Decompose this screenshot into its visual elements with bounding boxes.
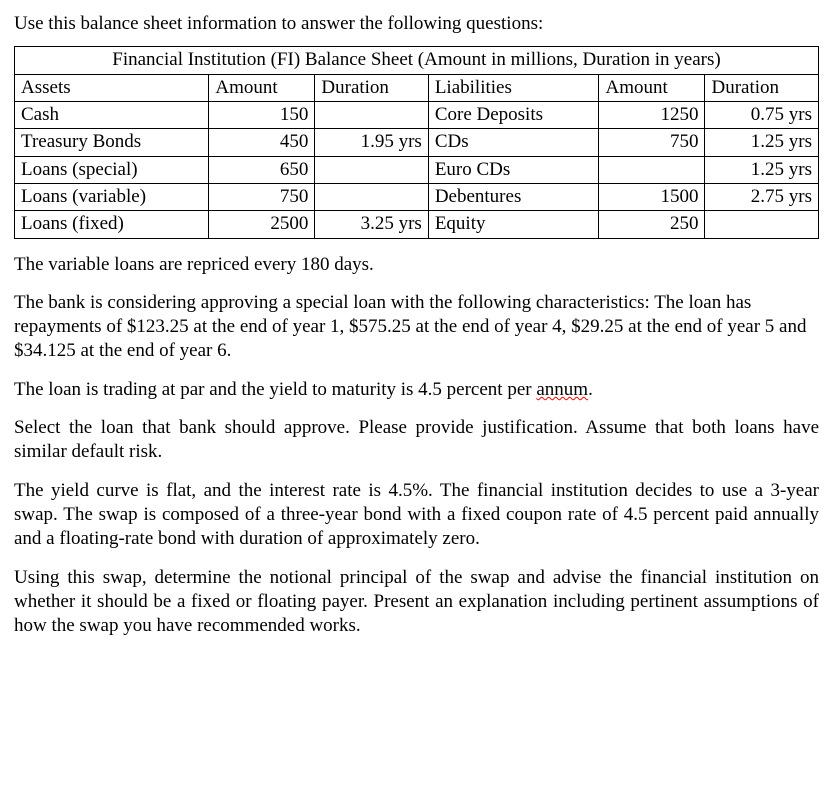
table-row: Cash 150 Core Deposits 1250 0.75 yrs [15, 101, 819, 128]
intro-text: Use this balance sheet information to an… [14, 12, 819, 36]
table-title: Financial Institution (FI) Balance Sheet… [15, 47, 819, 74]
cell-duration [315, 156, 428, 183]
cell-asset: Loans (special) [15, 156, 209, 183]
table-header-row: Assets Amount Duration Liabilities Amoun… [15, 74, 819, 101]
cell-duration: 1.25 yrs [705, 156, 819, 183]
col-duration-1: Duration [315, 74, 428, 101]
cell-amount: 150 [209, 101, 315, 128]
cell-amount: 750 [599, 129, 705, 156]
cell-amount: 450 [209, 129, 315, 156]
col-liabilities: Liabilities [428, 74, 599, 101]
cell-duration [315, 183, 428, 210]
cell-asset: Treasury Bonds [15, 129, 209, 156]
cell-liability: CDs [428, 129, 599, 156]
cell-amount: 1250 [599, 101, 705, 128]
balance-sheet-table: Financial Institution (FI) Balance Sheet… [14, 46, 819, 238]
table-row: Loans (variable) 750 Debentures 1500 2.7… [15, 183, 819, 210]
table-row: Loans (special) 650 Euro CDs 1.25 yrs [15, 156, 819, 183]
cell-liability: Core Deposits [428, 101, 599, 128]
cell-duration [315, 101, 428, 128]
cell-amount: 750 [209, 183, 315, 210]
cell-asset: Loans (fixed) [15, 211, 209, 238]
cell-amount: 1500 [599, 183, 705, 210]
cell-amount: 650 [209, 156, 315, 183]
table-row: Loans (fixed) 2500 3.25 yrs Equity 250 [15, 211, 819, 238]
p3-text-a: The loan is trading at par and the yield… [14, 379, 536, 400]
cell-amount: 2500 [209, 211, 315, 238]
paragraph-1: The variable loans are repriced every 18… [14, 253, 819, 277]
col-duration-2: Duration [705, 74, 819, 101]
cell-amount: 250 [599, 211, 705, 238]
cell-duration [705, 211, 819, 238]
p3-text-c: . [588, 379, 593, 400]
col-amount-1: Amount [209, 74, 315, 101]
col-assets: Assets [15, 74, 209, 101]
table-row: Treasury Bonds 450 1.95 yrs CDs 750 1.25… [15, 129, 819, 156]
cell-duration: 2.75 yrs [705, 183, 819, 210]
paragraph-6: Using this swap, determine the notional … [14, 566, 819, 639]
paragraph-4: Select the loan that bank should approve… [14, 416, 819, 465]
paragraph-3: The loan is trading at par and the yield… [14, 378, 819, 402]
col-amount-2: Amount [599, 74, 705, 101]
paragraph-5: The yield curve is flat, and the interes… [14, 479, 819, 552]
cell-duration: 1.95 yrs [315, 129, 428, 156]
cell-amount [599, 156, 705, 183]
cell-liability: Debentures [428, 183, 599, 210]
p3-annum: annum [536, 379, 588, 400]
cell-asset: Loans (variable) [15, 183, 209, 210]
cell-asset: Cash [15, 101, 209, 128]
table-title-row: Financial Institution (FI) Balance Sheet… [15, 47, 819, 74]
cell-liability: Euro CDs [428, 156, 599, 183]
cell-duration: 3.25 yrs [315, 211, 428, 238]
cell-duration: 1.25 yrs [705, 129, 819, 156]
paragraph-2: The bank is considering approving a spec… [14, 291, 819, 364]
cell-duration: 0.75 yrs [705, 101, 819, 128]
cell-liability: Equity [428, 211, 599, 238]
